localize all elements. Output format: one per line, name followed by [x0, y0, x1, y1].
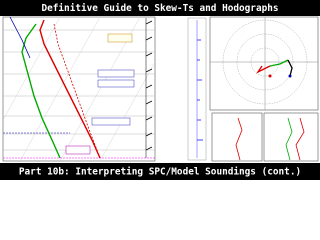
lower-right-panels	[211, 112, 319, 162]
label-box	[65, 145, 91, 155]
footer-title: Part 10b: Interpreting SPC/Model Soundin…	[19, 167, 301, 178]
header-title: Definitive Guide to Skew-Ts and Hodograp…	[41, 3, 278, 14]
isotherm	[19, 16, 101, 162]
hodograph-panel	[209, 16, 319, 111]
hodo-trace	[256, 65, 271, 74]
inset-box	[211, 112, 263, 162]
storm-motion	[268, 74, 272, 78]
thumbnail: Definitive Guide to Skew-Ts and Hodograp…	[0, 0, 320, 180]
footer-bar	[0, 163, 320, 180]
inset-trace	[285, 117, 293, 161]
hodograph-frame	[209, 16, 319, 111]
parcel-trace	[53, 23, 101, 159]
label-box	[97, 79, 135, 88]
label-box	[91, 117, 131, 126]
isotherm	[2, 16, 61, 121]
inset-box	[263, 112, 319, 162]
hodo-trace	[287, 59, 293, 77]
skew-t-panel	[2, 16, 156, 162]
header-bar	[0, 0, 320, 16]
storm-motion	[288, 74, 292, 78]
wetbulb-trace	[9, 16, 31, 59]
wind-barbs	[145, 20, 153, 151]
middle-column	[187, 17, 207, 161]
label-box	[97, 69, 135, 78]
hodo-trace	[269, 59, 289, 67]
label-box	[107, 33, 133, 43]
inset-trace	[235, 117, 243, 161]
dewpoint-trace	[21, 23, 61, 159]
inset-trace	[295, 117, 305, 161]
temperature-trace	[39, 19, 101, 159]
column-bars	[197, 39, 203, 141]
